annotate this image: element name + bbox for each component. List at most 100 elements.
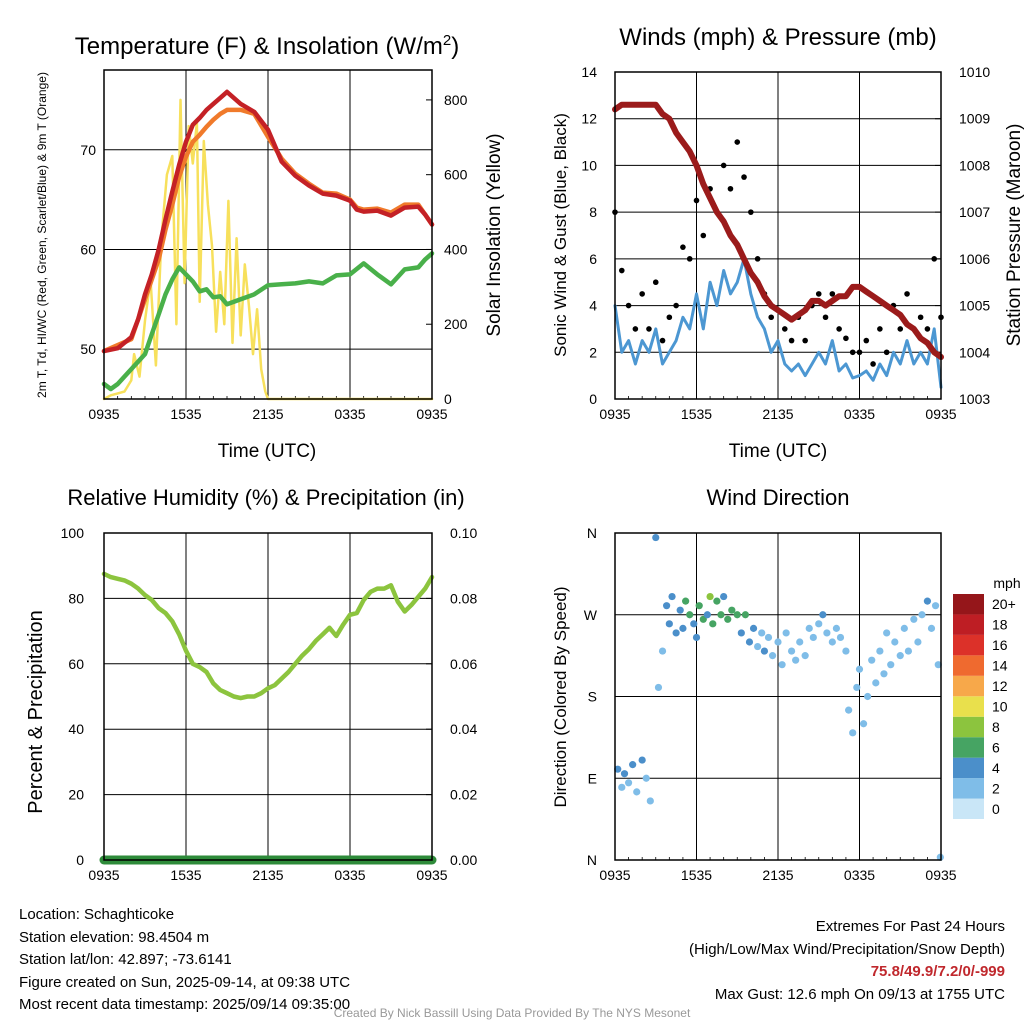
y-axis-label: Direction (Colored By Speed) (551, 586, 570, 807)
colorbar-swatch (953, 614, 984, 635)
x-tick-label: 2135 (762, 406, 793, 422)
y-tick-label: 40 (68, 721, 84, 737)
direction-point (638, 756, 646, 764)
y-tick-label: 50 (80, 341, 96, 357)
colorbar-swatch (953, 634, 984, 656)
gust-point (727, 185, 734, 192)
2m-dewpoint-line (101, 251, 435, 392)
y-right-tick-label: 1010 (959, 64, 990, 80)
x-tick-label: 0335 (334, 406, 365, 422)
colorbar-label: 4 (992, 760, 1000, 776)
colorbar-title: mph (993, 575, 1020, 591)
direction-point (695, 602, 703, 610)
direction-point (801, 652, 809, 660)
direction-point (679, 624, 687, 632)
max-gust-text: Max Gust: 12.6 mph On 09/13 at 1755 UTC (714, 985, 1005, 1003)
x-tick-label: 0935 (599, 867, 630, 883)
colorbar-label: 20+ (992, 596, 1016, 612)
direction-point (900, 624, 908, 632)
y-right-tick-label: 0.04 (450, 721, 477, 737)
direction-point (676, 606, 684, 614)
x-tick-label: 0935 (88, 867, 119, 883)
gust-point (741, 174, 747, 180)
direction-point (620, 770, 629, 778)
y-right-tick-label: 800 (444, 92, 468, 108)
direction-point (758, 629, 766, 637)
colorbar-label: 6 (992, 739, 1000, 755)
direction-point (782, 629, 790, 637)
gust-point (822, 314, 829, 321)
direction-point (768, 652, 777, 660)
pressure-line (612, 101, 944, 360)
direction-point (663, 602, 671, 610)
x-tick-label: 0935 (925, 406, 956, 422)
y-tick-label: 60 (80, 241, 96, 257)
gust-point (748, 209, 754, 215)
panel-title: Winds (mph) & Pressure (mb) (619, 24, 936, 51)
x-tick-label: 0935 (925, 867, 956, 883)
gust-point (618, 267, 625, 274)
x-tick-label: 0935 (416, 867, 447, 883)
x-tick-label: 0935 (599, 406, 630, 422)
y-tick-label: 4 (589, 298, 597, 314)
colorbar-label: 18 (992, 617, 1008, 633)
gust-point (917, 314, 924, 321)
gust-point (659, 337, 666, 344)
plot-border (103, 69, 433, 400)
gust-point (686, 256, 693, 262)
y-tick-label: W (584, 607, 598, 623)
gust-point (931, 256, 938, 262)
gust-point (870, 361, 876, 367)
y-right-tick-label: 1007 (959, 204, 990, 220)
direction-point (646, 797, 654, 805)
direction-point (728, 606, 736, 614)
gust-point (924, 326, 931, 332)
humidity-line (101, 571, 435, 701)
gust-point (877, 326, 883, 332)
direction-point (910, 615, 918, 623)
plot-border (614, 532, 942, 861)
gust-point (673, 302, 679, 309)
created-text: Figure created on Sun, 2025-09-14, at 09… (19, 973, 351, 991)
gust-point (849, 349, 856, 356)
y-right-tick-label: 1004 (959, 344, 990, 360)
colorbar-swatch (953, 594, 984, 615)
x-tick-label: 1535 (681, 406, 712, 422)
gust-point (639, 291, 645, 297)
colorbar-swatch (953, 675, 984, 697)
gust-point (680, 244, 686, 250)
x-axis-label: Time (UTC) (729, 441, 828, 462)
gust-point (768, 314, 775, 321)
y-right-tick-label: 1009 (959, 111, 990, 127)
x-tick-label: 2135 (762, 867, 793, 883)
direction-point (809, 633, 817, 642)
direction-point (706, 592, 714, 601)
y-right-tick-label: 0.06 (450, 656, 477, 672)
y-tick-label: 60 (68, 656, 84, 672)
plot-border (103, 532, 433, 861)
gust-point (720, 162, 727, 169)
timestamp-text: Most recent data timestamp: 2025/09/14 0… (19, 996, 351, 1013)
colorbar-label: 12 (992, 678, 1008, 694)
direction-point (686, 611, 694, 619)
direction-point (845, 706, 853, 714)
colorbar-label: 10 (992, 699, 1008, 715)
y-tick-label: E (588, 770, 597, 786)
colorbar-swatch (953, 737, 984, 758)
y-right-tick-label: 0.00 (450, 852, 477, 868)
direction-point (709, 620, 717, 628)
direction-point (887, 661, 895, 669)
y-tick-label: N (587, 525, 597, 541)
direction-point (832, 624, 841, 632)
direction-point (754, 642, 762, 651)
location-text: Location: Schaghticoke (19, 906, 175, 923)
x-tick-label: 1535 (170, 406, 201, 422)
y-right-tick-label: 0.10 (450, 525, 477, 541)
colorbar-swatch (953, 757, 984, 779)
y-right-tick-label: 0.08 (450, 590, 477, 606)
direction-point (652, 533, 660, 542)
direction-point (823, 629, 831, 637)
gust-point (815, 291, 822, 297)
gust-point (829, 291, 836, 297)
